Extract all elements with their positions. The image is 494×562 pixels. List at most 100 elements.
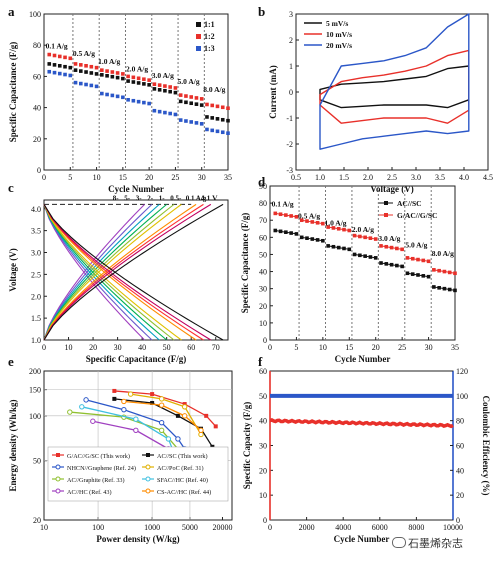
legend-marker xyxy=(384,201,388,205)
data-point xyxy=(94,65,99,70)
x-axis-label: Cycle Number xyxy=(334,534,390,544)
data-point xyxy=(178,118,183,122)
legend-label: NHCN//Graphene (Ref. 24) xyxy=(67,465,136,472)
data-point xyxy=(175,413,180,418)
panel-letter: a xyxy=(8,4,15,19)
data-point xyxy=(379,261,383,265)
data-point xyxy=(284,213,288,217)
data-point xyxy=(79,81,83,86)
data-point xyxy=(310,220,315,224)
panel-d: d 0 5 10 15 20 25 30 35 0 10 20 30 40 50 60 70 80 90 Cycle … xyxy=(240,174,459,364)
data-point xyxy=(121,406,127,413)
x-tick-label: 2000 xyxy=(299,523,315,532)
data-point xyxy=(426,274,431,279)
data-point xyxy=(157,83,162,87)
legend-marker xyxy=(55,464,61,470)
data-point xyxy=(373,256,378,260)
x-tick-label: 25 xyxy=(398,343,406,352)
legend-marker xyxy=(146,453,150,457)
rate-label: 1.0 A/g xyxy=(324,218,346,227)
y-tick-label: 200 xyxy=(29,367,41,376)
data-point xyxy=(79,69,83,73)
data-point xyxy=(331,226,336,230)
y-tick-label: 20 xyxy=(259,466,267,475)
data-point xyxy=(126,74,130,79)
watermark: 石墨烯杂志 xyxy=(392,535,463,551)
x-axis-label: Voltage (V) xyxy=(370,184,413,194)
data-point xyxy=(220,117,225,122)
x-tick-label: 20000 xyxy=(212,523,232,532)
x-tick-label: 20 xyxy=(89,343,97,352)
x-tick-label: 0 xyxy=(42,173,46,182)
data-point xyxy=(210,116,215,120)
data-point xyxy=(326,244,330,248)
x-tick-label: 35 xyxy=(451,343,459,352)
legend-marker xyxy=(55,476,61,482)
data-point xyxy=(47,69,52,74)
x-tick-label: 50 xyxy=(163,343,171,352)
legend-marker xyxy=(196,46,201,51)
data-point xyxy=(47,62,52,66)
data-point xyxy=(163,84,167,88)
x-tick-label: 35 xyxy=(224,173,232,182)
data-point xyxy=(100,91,104,96)
data-point xyxy=(136,76,141,81)
data-point xyxy=(112,396,117,401)
data-point xyxy=(181,404,188,410)
data-point xyxy=(57,71,62,76)
data-point xyxy=(389,245,394,250)
data-point xyxy=(52,53,57,58)
current-label: 3- xyxy=(136,194,143,202)
charge-curve xyxy=(43,203,197,341)
y-tick-label: 100 xyxy=(29,412,41,421)
data-point xyxy=(73,80,78,85)
data-point xyxy=(299,235,304,240)
legend-marker xyxy=(145,476,151,482)
x-tick-label: 40 xyxy=(138,343,146,352)
data-point xyxy=(147,78,151,82)
y-tick-label: 10 xyxy=(259,319,267,328)
y-axis-label: Current (mA) xyxy=(268,65,278,119)
y-tick-label: 70 xyxy=(259,216,267,225)
legend-marker xyxy=(56,453,60,457)
data-point xyxy=(131,75,136,80)
y-tick-label: 60 xyxy=(259,233,267,242)
y-tick-label: 0 xyxy=(263,336,267,345)
watermark-text: 石墨烯杂志 xyxy=(408,537,463,550)
data-point xyxy=(226,106,230,111)
data-point xyxy=(326,225,330,229)
data-point xyxy=(405,271,410,276)
discharge-curve xyxy=(43,204,197,341)
data-point xyxy=(205,102,209,107)
data-point xyxy=(289,214,293,218)
data-point xyxy=(157,109,162,114)
data-point xyxy=(173,86,178,90)
data-point xyxy=(150,392,155,397)
data-point xyxy=(89,83,94,88)
rate-label: 3.0 A/g xyxy=(152,71,174,80)
panel-letter: f xyxy=(258,354,263,369)
data-point xyxy=(52,63,57,67)
data-point xyxy=(213,424,218,429)
legend-label: AC//PoC (Ref. 31) xyxy=(157,465,204,472)
data-point xyxy=(115,94,120,99)
data-point xyxy=(199,97,204,101)
data-point xyxy=(173,90,178,95)
data-point xyxy=(121,95,125,100)
charge-curve xyxy=(43,203,175,341)
discharge-curve xyxy=(43,204,204,341)
data-point xyxy=(100,68,104,72)
y-tick-label: 1 xyxy=(289,62,293,71)
data-point xyxy=(321,238,325,243)
data-point xyxy=(152,82,157,86)
rate-label: 5.0 A/g xyxy=(405,241,427,250)
data-point xyxy=(395,263,399,268)
y-tick-label: 3.5 xyxy=(31,227,41,236)
x-tick-label: 4.0 xyxy=(459,173,469,182)
data-point xyxy=(336,226,341,231)
data-point xyxy=(384,262,389,266)
legend-marker xyxy=(145,464,151,470)
rate-label: 0.5 A/g xyxy=(73,49,95,58)
discharge-curve xyxy=(43,204,168,341)
data-point xyxy=(363,254,367,258)
